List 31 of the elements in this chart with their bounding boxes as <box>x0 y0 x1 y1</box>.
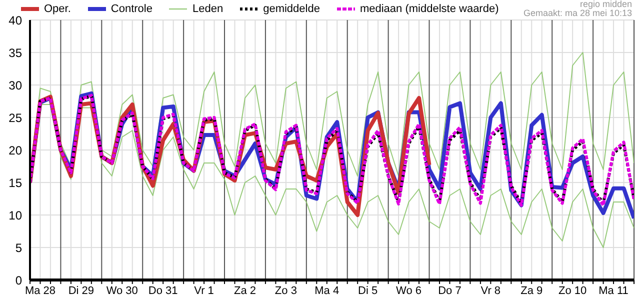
x-tick-label: Di 29 <box>68 284 94 297</box>
y-tick-label: 40 <box>8 13 22 28</box>
x-tick-label: Do 31 <box>148 284 178 297</box>
x-tick-label: Di 5 <box>358 284 378 297</box>
x-tick-label: Wo 30 <box>106 284 138 297</box>
x-tick-label: Ma 11 <box>598 284 628 297</box>
x-tick-label: Za 2 <box>234 284 256 297</box>
x-tick-label: Vr 1 <box>194 284 214 297</box>
legend-label: mediaan (middelste waarde) <box>360 3 499 15</box>
y-tick-label: 10 <box>8 208 22 222</box>
x-tick-label: Do 7 <box>438 284 462 297</box>
y-tick-label: 15 <box>8 176 22 190</box>
y-tick-label: 25 <box>8 110 22 125</box>
legend-label: gemiddelde <box>263 3 320 15</box>
x-tick-label: Vr 8 <box>480 284 501 297</box>
x-tick-label: Za 9 <box>520 284 543 297</box>
legend-label: Oper. <box>44 3 71 15</box>
x-tick-label: Ma 28 <box>24 284 56 297</box>
y-tick-label: 35 <box>8 46 22 60</box>
x-tick-label: Ma 4 <box>314 284 340 297</box>
y-tick-label: 0 <box>15 273 22 288</box>
legend-label: Controle <box>110 3 152 15</box>
text: Gemaakt: ma 28 mei 10:13 <box>523 8 632 18</box>
y-tick-label: 5 <box>15 240 22 255</box>
text: regio midden <box>578 0 632 9</box>
y-tick-label: 20 <box>8 143 22 158</box>
x-tick-label: Zo 3 <box>274 284 297 297</box>
x-tick-label: Zo 10 <box>558 284 587 297</box>
legend-label: Leden <box>192 3 224 15</box>
y-tick-label: 30 <box>8 78 22 92</box>
x-tick-label: Wo 6 <box>396 284 422 297</box>
